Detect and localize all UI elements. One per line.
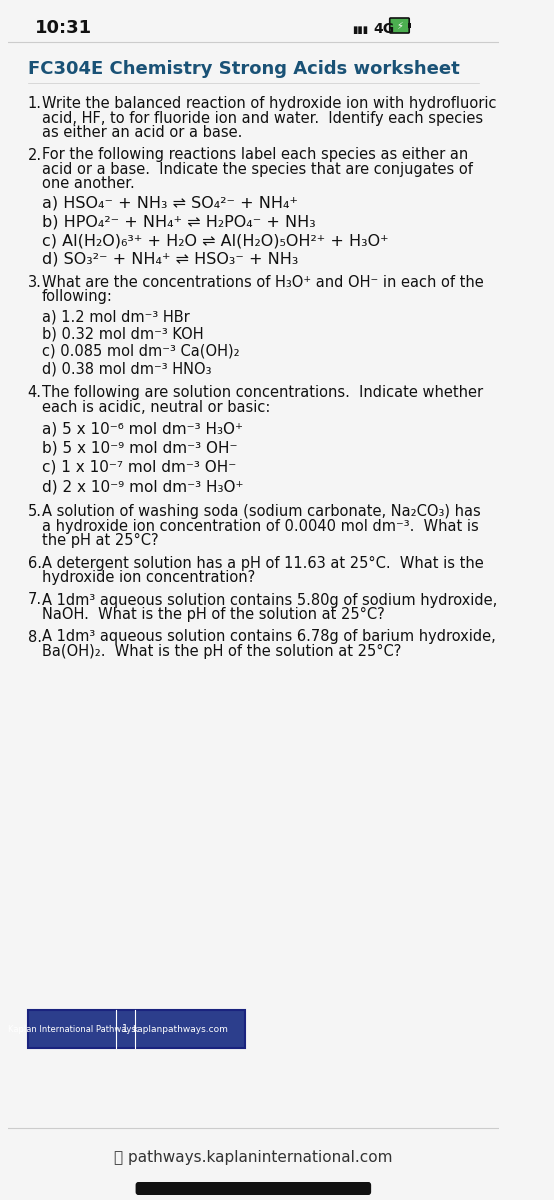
Text: as either an acid or a base.: as either an acid or a base. xyxy=(42,125,242,140)
Text: a) 5 x 10⁻⁶ mol dm⁻³ H₃O⁺: a) 5 x 10⁻⁶ mol dm⁻³ H₃O⁺ xyxy=(42,421,243,436)
Text: ▮▮▮: ▮▮▮ xyxy=(352,25,368,35)
Text: ⚡: ⚡ xyxy=(396,20,403,30)
Text: the pH at 25°C?: the pH at 25°C? xyxy=(42,533,158,548)
Text: 10:31: 10:31 xyxy=(35,19,92,37)
Text: acid, HF, to for fluoride ion and water.  Identify each species: acid, HF, to for fluoride ion and water.… xyxy=(42,110,483,126)
Text: A 1dm³ aqueous solution contains 5.80g of sodium hydroxide,: A 1dm³ aqueous solution contains 5.80g o… xyxy=(42,593,497,607)
FancyBboxPatch shape xyxy=(136,1182,371,1195)
Text: 5.: 5. xyxy=(28,504,42,518)
Text: A 1dm³ aqueous solution contains 6.78g of barium hydroxide,: A 1dm³ aqueous solution contains 6.78g o… xyxy=(42,630,495,644)
Text: What are the concentrations of H₃O⁺ and OH⁻ in each of the: What are the concentrations of H₃O⁺ and … xyxy=(42,275,484,290)
Text: Kaplan International Pathways: Kaplan International Pathways xyxy=(8,1025,136,1033)
Text: NaOH.  What is the pH of the solution at 25°C?: NaOH. What is the pH of the solution at … xyxy=(42,607,384,622)
Text: The following are solution concentrations.  Indicate whether: The following are solution concentration… xyxy=(42,385,483,400)
Text: d) 2 x 10⁻⁹ mol dm⁻³ H₃O⁺: d) 2 x 10⁻⁹ mol dm⁻³ H₃O⁺ xyxy=(42,480,243,494)
FancyBboxPatch shape xyxy=(408,23,411,28)
Text: a) HSO₄⁻ + NH₃ ⇌ SO₄²⁻ + NH₄⁺: a) HSO₄⁻ + NH₃ ⇌ SO₄²⁻ + NH₄⁺ xyxy=(42,196,297,211)
Text: d) SO₃²⁻ + NH₄⁺ ⇌ HSO₃⁻ + NH₃: d) SO₃²⁻ + NH₄⁺ ⇌ HSO₃⁻ + NH₃ xyxy=(42,252,298,266)
Text: a hydroxide ion concentration of 0.0040 mol dm⁻³.  What is: a hydroxide ion concentration of 0.0040 … xyxy=(42,518,479,534)
Text: b) 5 x 10⁻⁹ mol dm⁻³ OH⁻: b) 5 x 10⁻⁹ mol dm⁻³ OH⁻ xyxy=(42,440,237,456)
Text: 2.: 2. xyxy=(28,148,42,162)
FancyBboxPatch shape xyxy=(28,1010,244,1048)
Text: A detergent solution has a pH of 11.63 at 25°C.  What is the: A detergent solution has a pH of 11.63 a… xyxy=(42,556,484,570)
Text: c) 1 x 10⁻⁷ mol dm⁻³ OH⁻: c) 1 x 10⁻⁷ mol dm⁻³ OH⁻ xyxy=(42,460,236,475)
Text: kaplanpathways.com: kaplanpathways.com xyxy=(132,1025,228,1033)
Text: c) 0.085 mol dm⁻³ Ca(OH)₂: c) 0.085 mol dm⁻³ Ca(OH)₂ xyxy=(42,344,239,359)
FancyBboxPatch shape xyxy=(389,18,409,32)
Text: 1.: 1. xyxy=(28,96,42,110)
Text: Write the balanced reaction of hydroxide ion with hydrofluoric: Write the balanced reaction of hydroxide… xyxy=(42,96,496,110)
Text: following:: following: xyxy=(42,289,112,305)
Text: 3.: 3. xyxy=(28,275,42,290)
Text: b) HPO₄²⁻ + NH₄⁺ ⇌ H₂PO₄⁻ + NH₃: b) HPO₄²⁻ + NH₄⁺ ⇌ H₂PO₄⁻ + NH₃ xyxy=(42,215,315,229)
Text: For the following reactions label each species as either an: For the following reactions label each s… xyxy=(42,148,468,162)
Text: b) 0.32 mol dm⁻³ KOH: b) 0.32 mol dm⁻³ KOH xyxy=(42,326,203,342)
Text: A solution of washing soda (sodium carbonate, Na₂CO₃) has: A solution of washing soda (sodium carbo… xyxy=(42,504,480,518)
Text: hydroxide ion concentration?: hydroxide ion concentration? xyxy=(42,570,255,584)
Text: d) 0.38 mol dm⁻³ HNO₃: d) 0.38 mol dm⁻³ HNO₃ xyxy=(42,361,211,377)
Text: 1: 1 xyxy=(122,1024,128,1034)
Text: 4G: 4G xyxy=(373,22,394,36)
Text: one another.: one another. xyxy=(42,176,135,192)
Text: c) Al(H₂O)₆³⁺ + H₂O ⇌ Al(H₂O)₅OH²⁺ + H₃O⁺: c) Al(H₂O)₆³⁺ + H₂O ⇌ Al(H₂O)₅OH²⁺ + H₃O… xyxy=(42,233,388,248)
Text: 4.: 4. xyxy=(28,385,42,400)
Text: 🔒 pathways.kaplaninternational.com: 🔒 pathways.kaplaninternational.com xyxy=(114,1150,393,1165)
Text: a) 1.2 mol dm⁻³ HBr: a) 1.2 mol dm⁻³ HBr xyxy=(42,308,189,324)
Text: 7.: 7. xyxy=(28,593,42,607)
Text: 8.: 8. xyxy=(28,630,42,644)
Text: 6.: 6. xyxy=(28,556,42,570)
Text: FC304E Chemistry Strong Acids worksheet: FC304E Chemistry Strong Acids worksheet xyxy=(28,60,459,78)
Text: acid or a base.  Indicate the species that are conjugates of: acid or a base. Indicate the species tha… xyxy=(42,162,473,176)
Text: each is acidic, neutral or basic:: each is acidic, neutral or basic: xyxy=(42,400,270,414)
Text: Ba(OH)₂.  What is the pH of the solution at 25°C?: Ba(OH)₂. What is the pH of the solution … xyxy=(42,644,401,659)
